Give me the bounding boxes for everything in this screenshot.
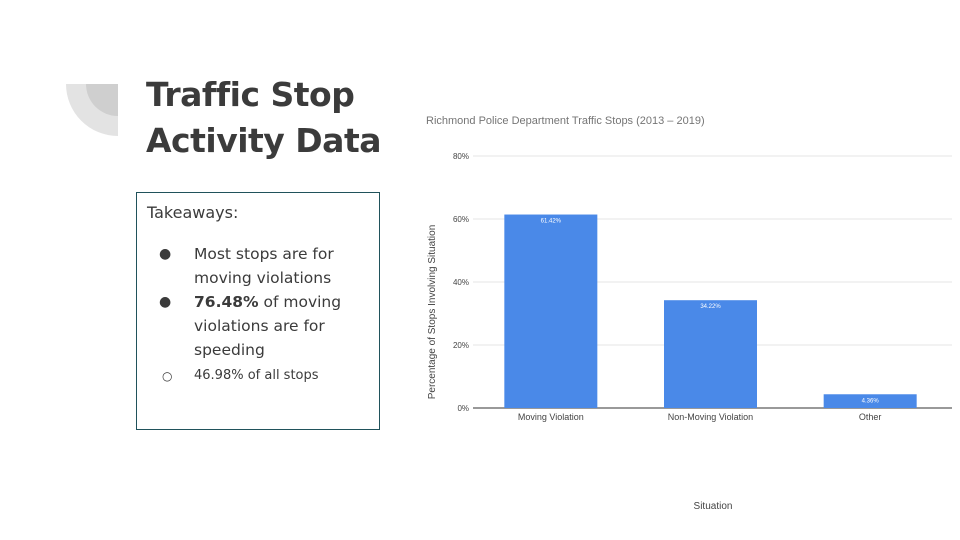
y-tick-label: 0%: [457, 404, 469, 413]
slide-title-line2: Activity Data: [146, 121, 382, 160]
chart-bars: 61.42% 34.22% 4.36%: [504, 214, 917, 408]
takeaways-box: Takeaways: ● Most stops are for moving v…: [136, 192, 380, 430]
bar-chart: Richmond Police Department Traffic Stops…: [426, 115, 952, 512]
slide-title: Traffic Stop Activity Data: [146, 72, 406, 164]
list-item: ○ 46.98% of all stops: [146, 366, 381, 386]
list-item: ● 76.48% of moving violations are for sp…: [137, 290, 381, 386]
chart-title: Richmond Police Department Traffic Stops…: [426, 115, 705, 127]
bar: [664, 300, 757, 408]
y-tick-label: 60%: [453, 215, 469, 224]
takeaway-subtext: 46.98% of all stops: [194, 368, 319, 383]
y-tick-label: 40%: [453, 278, 469, 287]
takeaways-heading: Takeaways:: [147, 203, 239, 222]
takeaway-text: Most stops are for moving violations: [194, 245, 334, 287]
bullet-icon: ●: [159, 294, 172, 310]
y-axis-label: Percentage of Stops Involving Situation: [427, 225, 438, 400]
decorative-quarter-ring-icon: [66, 84, 118, 136]
bullet-icon: ●: [159, 246, 172, 262]
list-item: ● Most stops are for moving violations: [137, 242, 381, 290]
takeaway-highlight: 76.48%: [194, 293, 259, 311]
x-tick-label: Moving Violation: [518, 412, 584, 422]
y-axis-ticks: 0% 20% 40% 60% 80%: [453, 152, 469, 413]
bar: [504, 214, 598, 408]
x-axis-ticks: Moving Violation Non-Moving Violation Othe…: [518, 412, 882, 422]
bar-data-label: 4.36%: [862, 398, 880, 404]
takeaway-text: of moving violations are for speeding: [194, 293, 342, 359]
slide-title-line1: Traffic Stop: [146, 75, 355, 114]
x-tick-label: Other: [859, 412, 882, 422]
bar-data-label: 61.42%: [541, 219, 562, 225]
bar-data-label: 34.22%: [700, 304, 721, 310]
sub-list: ○ 46.98% of all stops: [162, 366, 381, 386]
bar: [823, 394, 917, 408]
takeaways-list: ● Most stops are for moving violations ●…: [137, 242, 381, 386]
y-tick-label: 20%: [453, 341, 469, 350]
x-tick-label: Non-Moving Violation: [668, 412, 753, 422]
y-tick-label: 80%: [453, 152, 469, 161]
sub-bullet-icon: ○: [162, 369, 173, 383]
x-axis-label: Situation: [694, 501, 733, 512]
